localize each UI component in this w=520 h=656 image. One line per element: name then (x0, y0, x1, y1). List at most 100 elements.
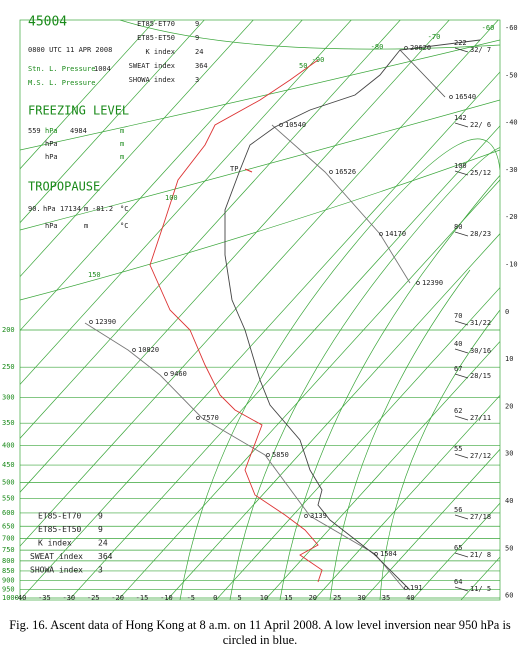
right-tick-label: 20 (505, 402, 513, 410)
height-point (196, 416, 200, 420)
isotherm (20, 20, 450, 493)
pressure-label: 350 (2, 419, 15, 427)
index-sep: 24 (195, 48, 203, 56)
height-curve (399, 49, 446, 98)
tropopause-cell: 17134 (60, 205, 81, 213)
tropopause-cell: m (84, 205, 88, 213)
x-tick-label: 20 (309, 594, 317, 602)
x-tick-label: -30 (62, 594, 75, 602)
isobar (119, 20, 500, 50)
x-tick-label: 30 (357, 594, 365, 602)
isotherm (264, 340, 500, 600)
wind-barb (454, 47, 469, 53)
pressure-label: 100 (165, 194, 178, 202)
height-label: 3139 (310, 512, 327, 520)
pressure-label: 300 (2, 394, 15, 402)
pressure-label: 700 (2, 535, 15, 543)
isotherm (20, 20, 352, 385)
caption: Fig. 16. Ascent data of Hong Kong at 8 a… (9, 618, 511, 647)
tropopause-cell: °C (120, 205, 128, 213)
height-label: 1504 (380, 550, 397, 558)
height-label: 5850 (272, 451, 289, 459)
pressure-label: 250 (2, 363, 15, 371)
isotherm (20, 71, 500, 600)
wind-barb (454, 122, 469, 128)
station-id: 45004 (28, 15, 67, 30)
height-point (279, 123, 283, 127)
right-tick-label: -50 (505, 71, 518, 79)
pressure-label: 550 (2, 494, 15, 502)
index-value: 364 (98, 552, 113, 561)
isotherm (68, 125, 500, 600)
freezing-level-cell: hPa (45, 127, 58, 135)
wind-barb (454, 320, 469, 326)
wind-value: 11/ 5 (470, 585, 491, 593)
tropopause-cell: °C (120, 222, 128, 230)
freezing-level-cell: m (120, 127, 124, 135)
wind-level: 70 (454, 312, 462, 320)
isotherm (510, 0, 520, 600)
right-tick-label: 50 (505, 544, 513, 552)
stn-pressure: 1004 (94, 65, 111, 73)
index-value: 9 (98, 525, 103, 534)
right-tick-label: -30 (505, 166, 518, 174)
isotherm (20, 20, 499, 547)
index-label: SHOWA index (30, 566, 83, 575)
wind-level: 80 (454, 223, 462, 231)
height-point (164, 372, 168, 376)
pressure-label: 1000 (2, 594, 19, 602)
wind-level: 40 (454, 340, 462, 348)
wind-level: 67 (454, 365, 462, 373)
index-sep: 9 (195, 34, 199, 42)
height-point (266, 453, 270, 457)
height-label: 16540 (455, 93, 476, 101)
x-tick-label: 25 (333, 594, 341, 602)
adiabat (179, 138, 500, 600)
index-value: 24 (98, 539, 108, 548)
x-tick-label: -40 (14, 594, 27, 602)
adiabat (379, 309, 500, 600)
height-point (379, 232, 383, 236)
height-point (404, 46, 408, 50)
freezing-level-cell: hPa (45, 140, 58, 148)
right-tick-label: 40 (505, 497, 513, 505)
wind-level: 142 (454, 114, 467, 122)
top-tick-label: -90 (312, 56, 325, 64)
height-curve (271, 124, 411, 284)
grid (20, 0, 520, 600)
index-label: ET85-ET70 (137, 20, 175, 28)
wind-barb (454, 586, 469, 592)
x-tick-label: 10 (260, 594, 268, 602)
isotherm (460, 556, 500, 600)
pressure-label: 950 (2, 585, 15, 593)
wind-value: 28/15 (470, 372, 491, 380)
height-label: 14170 (385, 230, 406, 238)
isotherm (20, 20, 156, 170)
isobar (20, 149, 500, 301)
wind-value: 32/ 7 (470, 46, 491, 54)
wind-value: 27/11 (470, 414, 491, 422)
dew-point-curve (149, 59, 323, 583)
wind-value: 31/22 (470, 319, 491, 327)
x-tick-label: 35 (382, 594, 390, 602)
tp-marker: TP (230, 165, 238, 173)
temperature-curve (224, 39, 481, 591)
index-value: 9 (98, 512, 103, 521)
wind-level: 62 (454, 407, 462, 415)
right-tick-label: 60 (505, 592, 513, 600)
adiabat (329, 269, 471, 600)
pressure-label: 400 (2, 441, 15, 449)
height-point (449, 95, 453, 99)
height-label: 12390 (422, 279, 443, 287)
wind-level: 64 (454, 578, 462, 586)
isobar (20, 99, 500, 231)
wind-barb (454, 348, 469, 354)
x-tick-label: -15 (136, 594, 149, 602)
wind-level: 55 (454, 445, 462, 453)
pressure-label: 450 (2, 461, 15, 469)
wind-value: 25/12 (470, 169, 491, 177)
wind-value: 30/16 (470, 347, 491, 355)
height-label: 9460 (170, 370, 187, 378)
tropopause-cell: -81.2 (92, 205, 113, 213)
wind-barb (454, 170, 469, 176)
